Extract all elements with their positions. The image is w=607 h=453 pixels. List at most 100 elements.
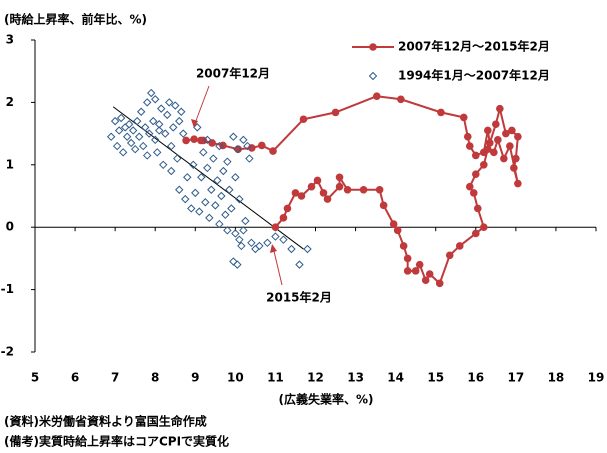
- legend-marker: [368, 71, 378, 81]
- point: [269, 147, 277, 155]
- point: [116, 113, 126, 123]
- x-tick-label: 8: [151, 371, 159, 385]
- point: [197, 173, 206, 182]
- point: [217, 191, 226, 201]
- point: [106, 132, 116, 141]
- point: [471, 151, 480, 160]
- point: [502, 129, 510, 138]
- point: [508, 126, 516, 135]
- point: [335, 173, 344, 182]
- point: [215, 219, 224, 229]
- point: [231, 229, 240, 238]
- annotation-arrow: [193, 85, 210, 127]
- point: [199, 148, 208, 157]
- point: [421, 276, 430, 285]
- point: [209, 154, 218, 163]
- point: [514, 132, 522, 141]
- x-tick-label: 10: [227, 371, 244, 385]
- point: [183, 173, 192, 182]
- point: [169, 123, 178, 132]
- point: [379, 201, 388, 210]
- point: [207, 185, 216, 194]
- point: [203, 135, 212, 145]
- x-tick-label: 13: [347, 371, 364, 385]
- point: [323, 195, 332, 203]
- x-tick-label: 18: [548, 371, 565, 385]
- point: [235, 235, 244, 244]
- point: [263, 238, 272, 248]
- point: [229, 257, 238, 266]
- point: [435, 279, 444, 288]
- point: [140, 123, 150, 132]
- point: [179, 129, 188, 138]
- point: [191, 188, 200, 198]
- y-tick-label: -2: [1, 345, 14, 359]
- point: [291, 189, 300, 197]
- point: [120, 123, 130, 132]
- point: [136, 107, 146, 116]
- point: [132, 116, 142, 126]
- point: [335, 182, 344, 191]
- point: [490, 148, 498, 157]
- point: [187, 204, 196, 213]
- point: [480, 161, 488, 169]
- point: [303, 244, 312, 254]
- legend-label: 1994年1月～2007年12月: [398, 68, 550, 83]
- point: [455, 242, 464, 250]
- point: [287, 244, 296, 254]
- point: [512, 154, 520, 163]
- point: [486, 139, 494, 147]
- point: [245, 154, 254, 163]
- point: [279, 214, 288, 222]
- point: [469, 189, 478, 197]
- point: [415, 260, 424, 269]
- point: [279, 235, 288, 244]
- x-tick-label: 14: [387, 371, 404, 385]
- point: [319, 189, 328, 197]
- point: [299, 115, 308, 124]
- legend-label: 2007年12月～2015年2月: [398, 39, 550, 54]
- point: [130, 144, 140, 154]
- point: [175, 116, 184, 126]
- point: [233, 260, 242, 269]
- x-tick-label: 19: [588, 371, 605, 385]
- point: [149, 116, 158, 126]
- point: [153, 148, 162, 157]
- point: [271, 232, 280, 241]
- point: [211, 201, 220, 210]
- point: [251, 244, 260, 254]
- point: [155, 120, 164, 129]
- note: (資料)米労働省資料より富国生命作成: [4, 414, 207, 429]
- point: [359, 185, 368, 194]
- x-tick-label: 11: [267, 371, 284, 385]
- point: [403, 267, 412, 275]
- point: [425, 270, 434, 278]
- point: [144, 129, 154, 138]
- point: [484, 126, 492, 135]
- y-tick-label: 3: [6, 33, 14, 47]
- point: [471, 170, 480, 178]
- point: [247, 238, 256, 248]
- point: [271, 223, 280, 231]
- point: [219, 166, 228, 176]
- point: [157, 104, 166, 113]
- point: [213, 176, 222, 185]
- arrow-head: [191, 119, 198, 128]
- point: [161, 129, 170, 138]
- annotation-arrow: [272, 246, 283, 286]
- point: [235, 194, 244, 204]
- annotation: 2007年12月: [196, 66, 270, 81]
- x-tick-label: 9: [191, 371, 199, 385]
- point: [480, 223, 488, 231]
- point: [473, 204, 482, 213]
- point: [231, 173, 240, 182]
- point: [151, 135, 160, 145]
- point: [151, 95, 160, 104]
- point: [465, 182, 474, 191]
- point: [233, 144, 242, 154]
- point: [124, 120, 134, 129]
- point: [241, 216, 250, 226]
- point: [205, 213, 214, 223]
- point: [177, 107, 186, 116]
